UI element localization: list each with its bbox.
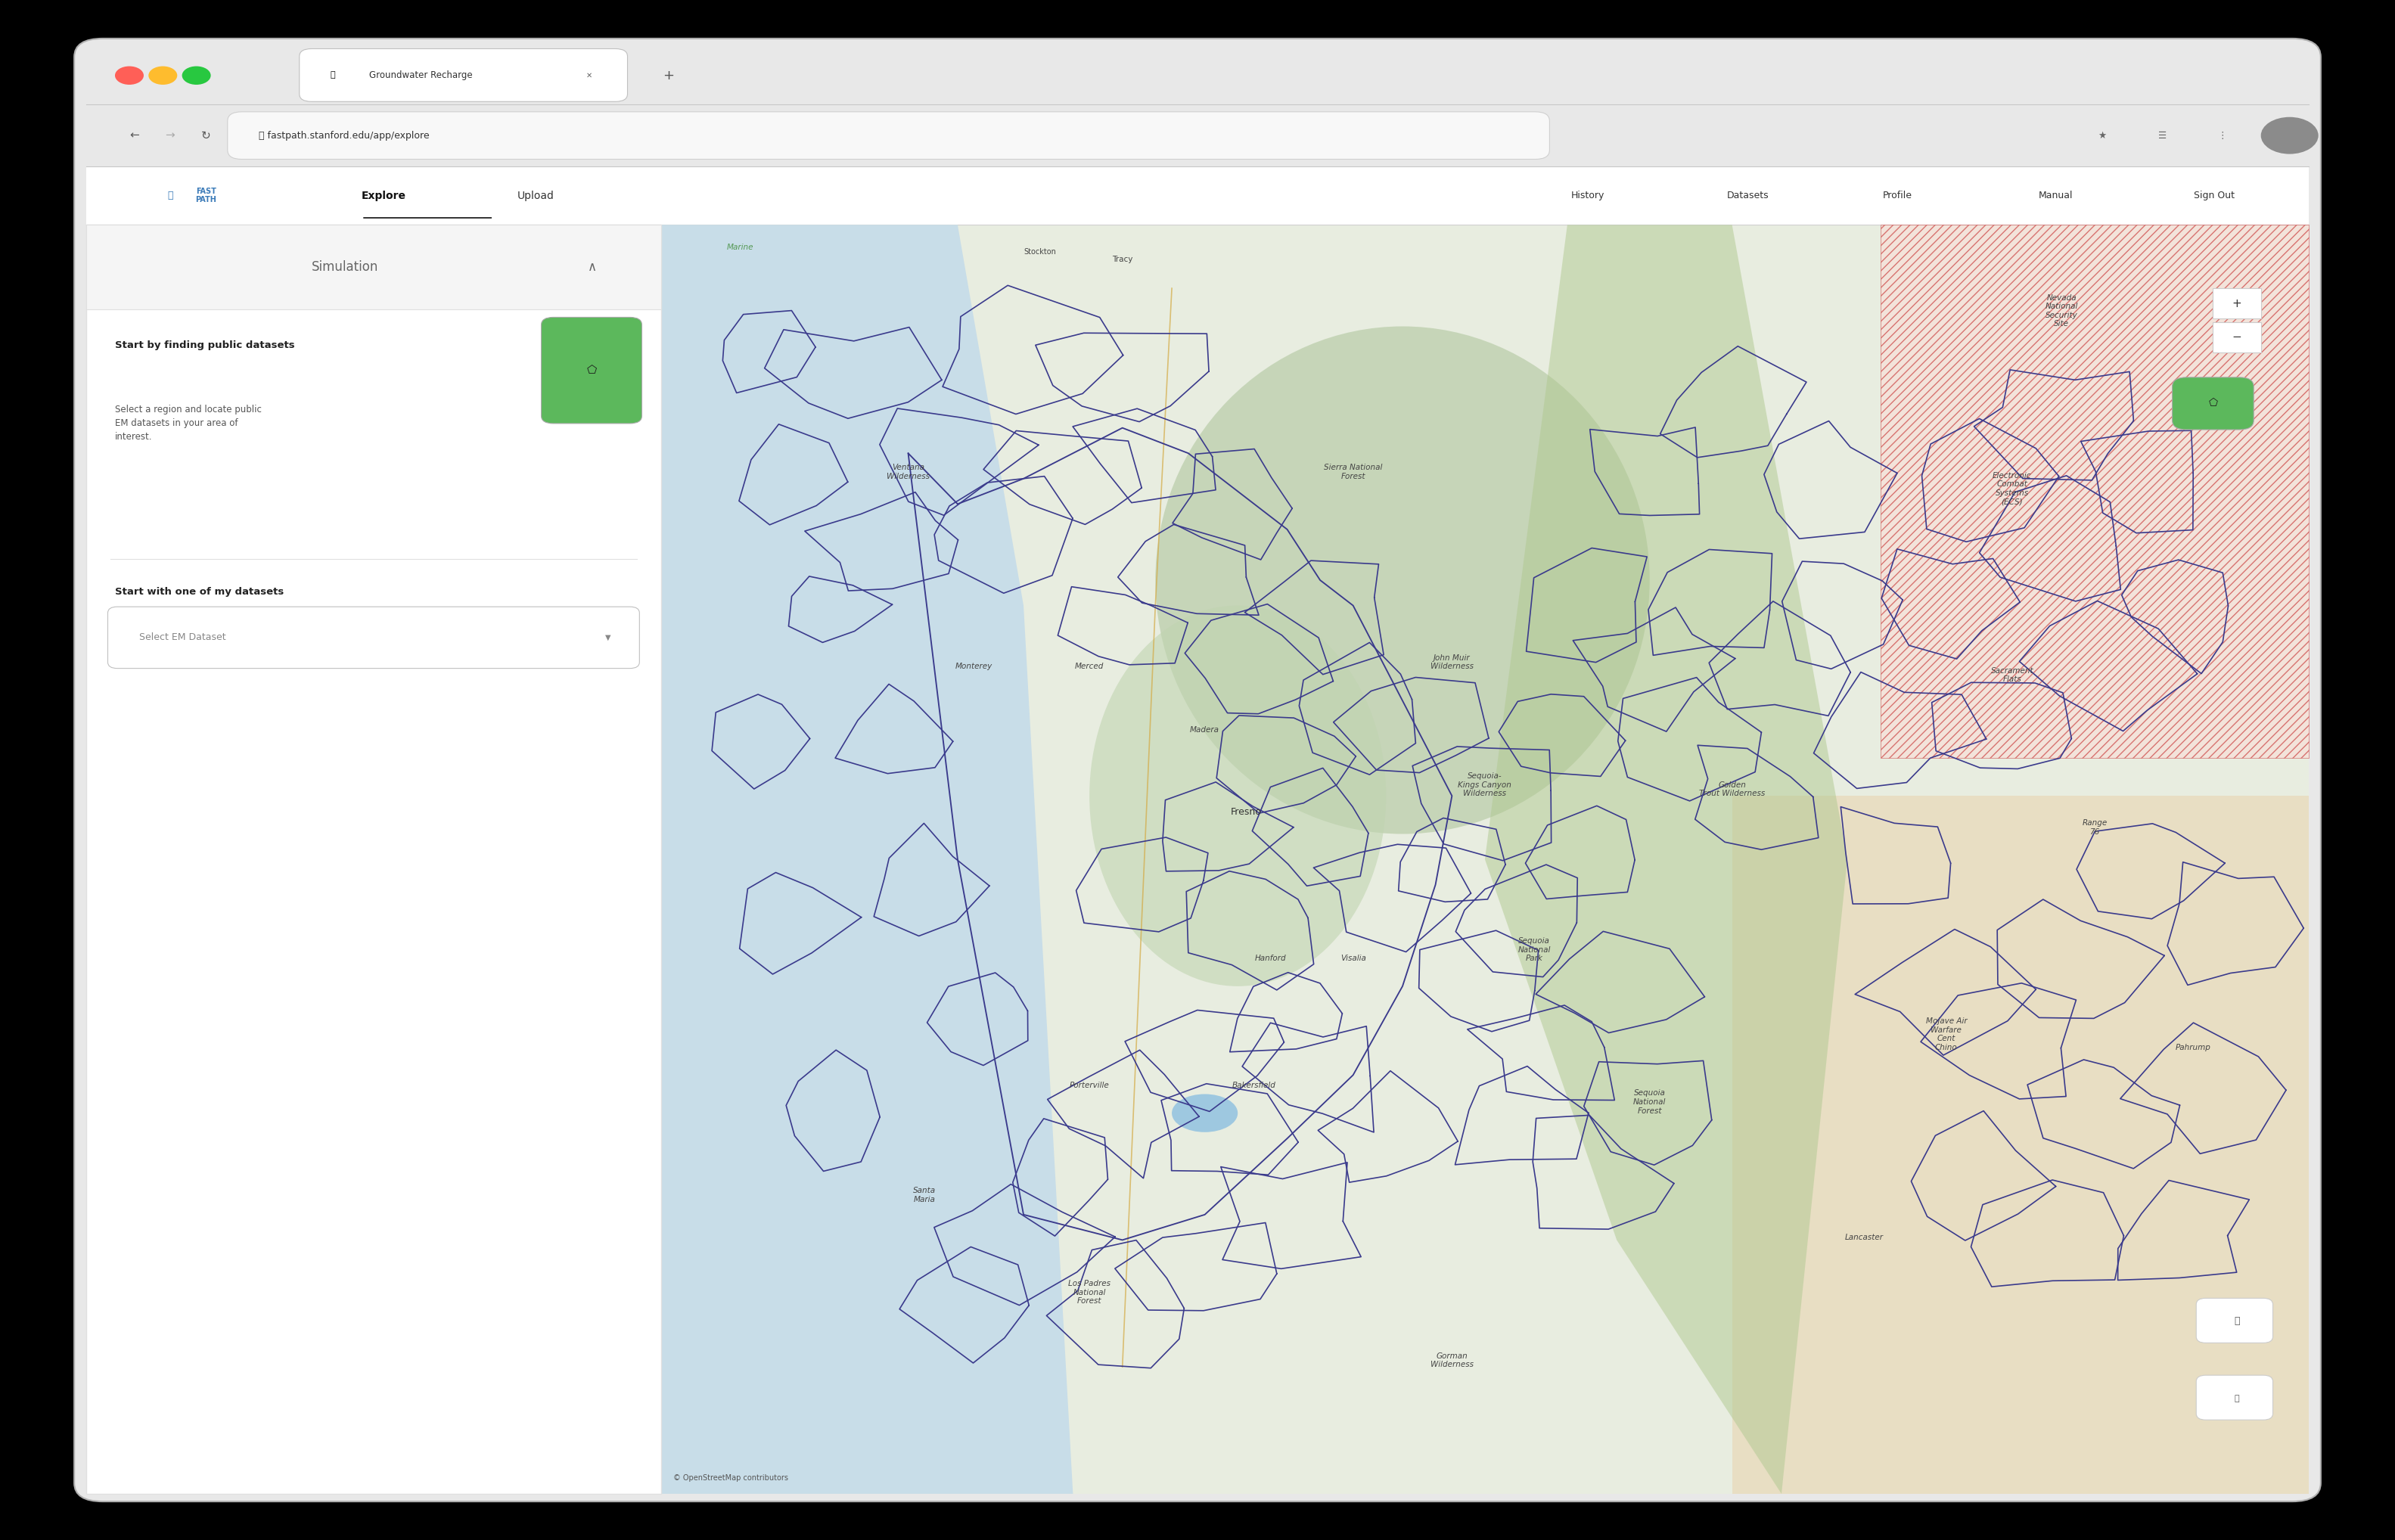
- Text: Simulation: Simulation: [311, 260, 378, 274]
- Text: 🔍: 🔍: [2235, 1395, 2239, 1401]
- Text: Monterey: Monterey: [956, 662, 992, 670]
- FancyBboxPatch shape: [2172, 377, 2254, 430]
- Text: ★: ★: [2098, 131, 2108, 140]
- Text: Santa
Maria: Santa Maria: [912, 1187, 936, 1203]
- Text: ☰: ☰: [2158, 131, 2167, 140]
- Text: Sacrament
Flats: Sacrament Flats: [1990, 667, 2033, 684]
- Bar: [1880, 225, 2309, 758]
- Text: ⋮: ⋮: [2218, 131, 2227, 140]
- Bar: [86, 225, 661, 1494]
- Text: Explore: Explore: [362, 191, 407, 200]
- Text: 💧: 💧: [168, 191, 172, 200]
- Ellipse shape: [1154, 326, 1650, 835]
- Bar: [86, 225, 661, 310]
- Text: +: +: [2232, 297, 2242, 310]
- Text: Marine: Marine: [728, 243, 754, 251]
- Text: Electronic
Combat
Systems
(ECS): Electronic Combat Systems (ECS): [1993, 471, 2031, 505]
- Text: Fresno: Fresno: [1231, 807, 1262, 818]
- FancyBboxPatch shape: [74, 38, 2321, 1502]
- FancyBboxPatch shape: [299, 49, 627, 102]
- Text: ∧: ∧: [587, 260, 596, 274]
- FancyBboxPatch shape: [108, 607, 639, 668]
- Text: Start with one of my datasets: Start with one of my datasets: [115, 587, 285, 596]
- Text: Sign Out: Sign Out: [2194, 191, 2235, 200]
- FancyBboxPatch shape: [541, 317, 642, 424]
- Circle shape: [115, 66, 144, 85]
- Text: Tracy: Tracy: [1111, 256, 1133, 263]
- Text: ⬠: ⬠: [587, 365, 596, 376]
- FancyBboxPatch shape: [228, 112, 1550, 159]
- Text: Mojave Air
Warfare
Cent
Chino: Mojave Air Warfare Cent Chino: [1926, 1018, 1966, 1052]
- Text: Datasets: Datasets: [1727, 191, 1770, 200]
- Text: Bakersfield: Bakersfield: [1233, 1081, 1277, 1089]
- Text: Los Padres
National
Forest: Los Padres National Forest: [1068, 1280, 1111, 1304]
- Text: FAST
PATH: FAST PATH: [196, 188, 216, 203]
- Text: History: History: [1571, 191, 1605, 200]
- Text: ✕: ✕: [587, 71, 592, 79]
- FancyBboxPatch shape: [2213, 322, 2261, 353]
- Ellipse shape: [1090, 605, 1387, 986]
- Text: Start by finding public datasets: Start by finding public datasets: [115, 340, 295, 350]
- Text: Groundwater Recharge: Groundwater Recharge: [369, 71, 472, 80]
- Bar: [661, 225, 2309, 1494]
- Text: Select EM Dataset: Select EM Dataset: [139, 633, 225, 642]
- Text: Nevada
National
Security
Site: Nevada National Security Site: [2045, 294, 2079, 328]
- Text: −: −: [2232, 331, 2242, 343]
- Text: Lancaster: Lancaster: [1844, 1234, 1882, 1241]
- Text: Gorman
Wilderness: Gorman Wilderness: [1430, 1352, 1473, 1369]
- Circle shape: [2261, 117, 2318, 154]
- Polygon shape: [1485, 225, 1847, 1494]
- Text: Select a region and locate public
EM datasets in your area of
interest.: Select a region and locate public EM dat…: [115, 405, 261, 442]
- Text: ↻: ↻: [201, 129, 211, 142]
- Text: Pahrump: Pahrump: [2175, 1044, 2211, 1052]
- Text: ⬠: ⬠: [2208, 399, 2218, 408]
- Bar: [1732, 796, 2309, 1494]
- Text: Sequoia
National
Forest: Sequoia National Forest: [1633, 1089, 1667, 1115]
- Polygon shape: [661, 225, 1073, 1494]
- Text: Golden
Trout Wilderness: Golden Trout Wilderness: [1698, 781, 1765, 798]
- Text: Range
76: Range 76: [2081, 819, 2108, 836]
- Circle shape: [148, 66, 177, 85]
- Text: Madera: Madera: [1190, 727, 1219, 735]
- Text: 🔒 fastpath.stanford.edu/app/explore: 🔒 fastpath.stanford.edu/app/explore: [259, 131, 429, 140]
- Text: © OpenStreetMap contributors: © OpenStreetMap contributors: [673, 1474, 788, 1481]
- Text: ▼: ▼: [606, 634, 611, 641]
- Circle shape: [182, 66, 211, 85]
- Ellipse shape: [1171, 1093, 1238, 1132]
- Text: +: +: [663, 69, 673, 82]
- Text: John Muir
Wilderness: John Muir Wilderness: [1430, 654, 1473, 670]
- FancyBboxPatch shape: [2196, 1375, 2273, 1420]
- Text: Merced: Merced: [1075, 662, 1104, 670]
- Text: Visalia: Visalia: [1341, 955, 1365, 962]
- Text: Profile: Profile: [1882, 191, 1911, 200]
- Text: Stockton: Stockton: [1023, 248, 1056, 256]
- Text: Sequoia-
Kings Canyon
Wilderness: Sequoia- Kings Canyon Wilderness: [1459, 772, 1511, 798]
- Text: 🌐: 🌐: [331, 71, 335, 79]
- Bar: [86, 166, 2309, 225]
- Text: Manual: Manual: [2038, 191, 2072, 200]
- FancyBboxPatch shape: [2213, 288, 2261, 319]
- Text: Porterville: Porterville: [1071, 1081, 1109, 1089]
- Text: Upload: Upload: [517, 191, 553, 200]
- Text: →: →: [165, 129, 175, 142]
- Text: ⧉: ⧉: [2235, 1317, 2239, 1326]
- Text: Sequoia
National
Park: Sequoia National Park: [1518, 938, 1550, 962]
- Text: Sierra National
Forest: Sierra National Forest: [1324, 464, 1382, 480]
- Text: Ventana
Wilderness: Ventana Wilderness: [886, 464, 929, 480]
- Text: Hanford: Hanford: [1255, 955, 1286, 962]
- FancyBboxPatch shape: [2196, 1298, 2273, 1343]
- Text: ←: ←: [129, 129, 139, 142]
